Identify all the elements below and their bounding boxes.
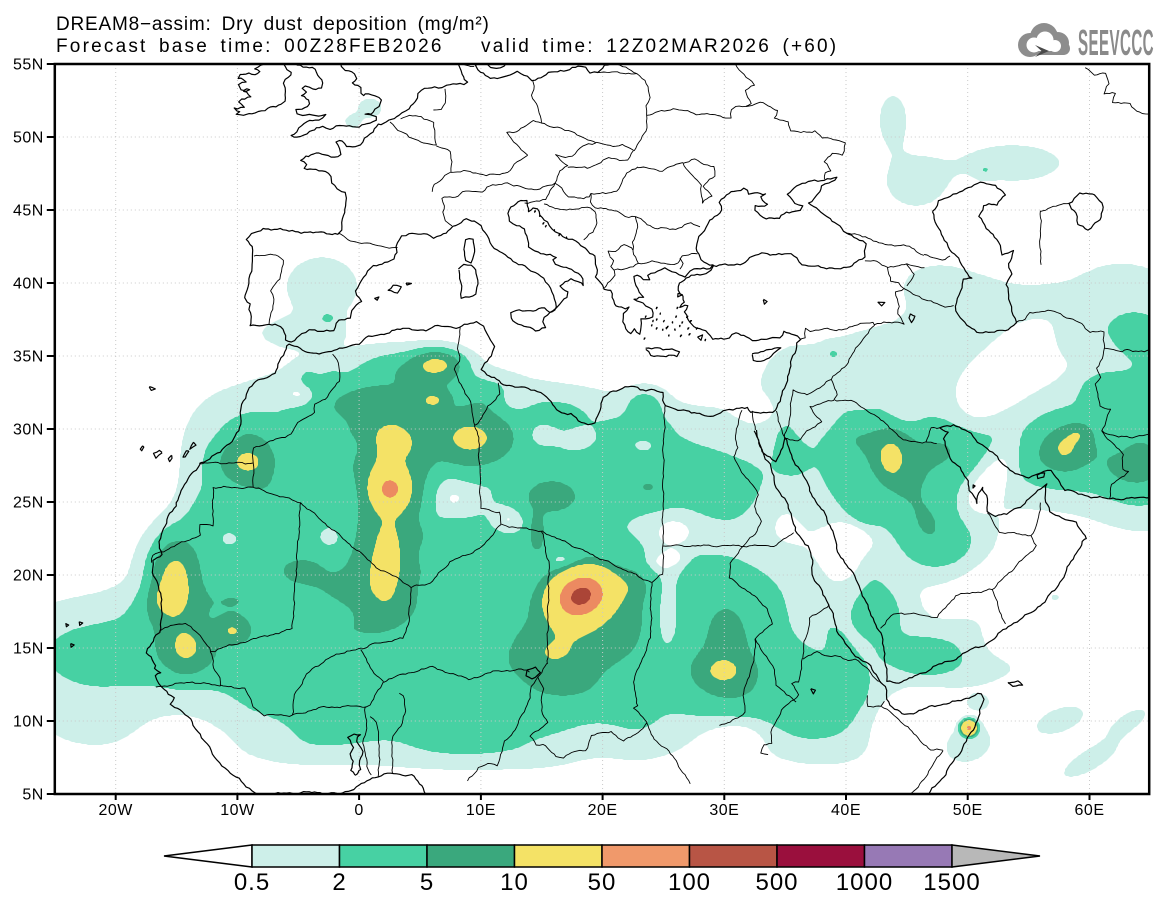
svg-text:5N: 5N xyxy=(22,787,43,804)
svg-text:2: 2 xyxy=(332,869,346,896)
svg-text:10N: 10N xyxy=(13,714,44,731)
svg-text:valid time: 12Z02MAR2026 (+60): valid time: 12Z02MAR2026 (+60) xyxy=(481,36,838,57)
svg-text:50E: 50E xyxy=(953,802,983,819)
svg-text:35N: 35N xyxy=(13,349,44,366)
svg-text:DREAM8−assim: Dry dust deposit: DREAM8−assim: Dry dust deposition (mg/m²… xyxy=(56,14,490,35)
svg-text:SEEVCCC: SEEVCCC xyxy=(1078,22,1154,62)
svg-text:45N: 45N xyxy=(13,203,44,220)
svg-text:50N: 50N xyxy=(13,130,44,147)
svg-text:20E: 20E xyxy=(588,802,618,819)
svg-text:40N: 40N xyxy=(13,276,44,293)
svg-text:15N: 15N xyxy=(13,641,44,658)
svg-text:0.5: 0.5 xyxy=(234,869,270,896)
svg-text:10W: 10W xyxy=(220,802,255,819)
svg-text:30N: 30N xyxy=(13,422,44,439)
svg-text:1000: 1000 xyxy=(836,869,893,896)
svg-text:Forecast base time: 00Z28FEB20: Forecast base time: 00Z28FEB2026 xyxy=(56,36,444,57)
svg-text:30E: 30E xyxy=(709,802,739,819)
svg-text:100: 100 xyxy=(668,869,711,896)
svg-text:20W: 20W xyxy=(98,802,133,819)
svg-text:10: 10 xyxy=(500,869,529,896)
svg-text:0: 0 xyxy=(354,802,363,819)
svg-text:5: 5 xyxy=(420,869,434,896)
svg-text:10E: 10E xyxy=(466,802,496,819)
svg-text:500: 500 xyxy=(755,869,798,896)
svg-text:50: 50 xyxy=(588,869,617,896)
svg-text:1500: 1500 xyxy=(923,869,980,896)
svg-text:25N: 25N xyxy=(13,495,44,512)
svg-text:40E: 40E xyxy=(831,802,861,819)
svg-text:60E: 60E xyxy=(1075,802,1105,819)
svg-text:20N: 20N xyxy=(13,568,44,585)
svg-text:55N: 55N xyxy=(13,57,44,74)
